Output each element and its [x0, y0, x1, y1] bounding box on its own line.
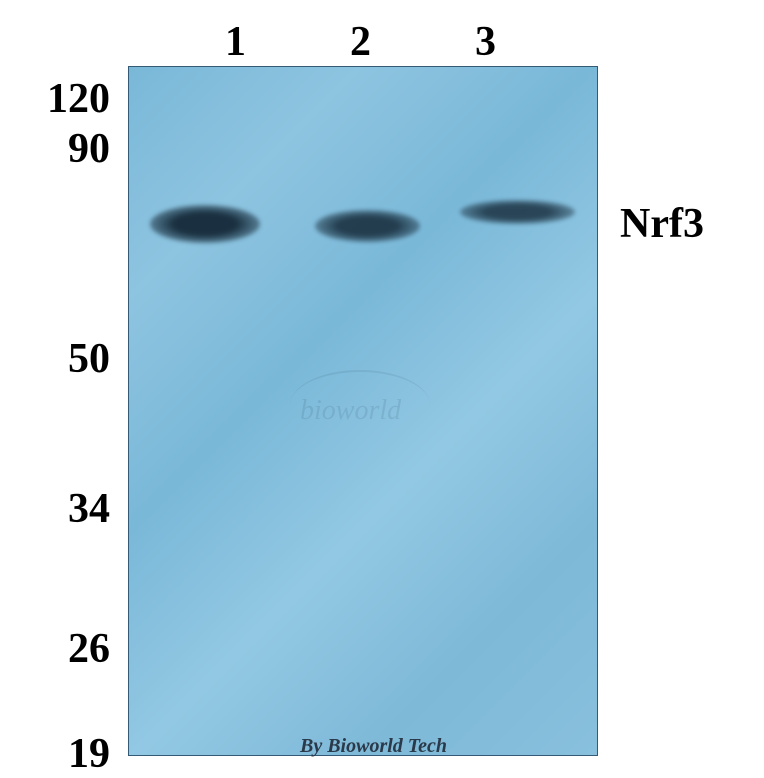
mw-marker-90: 90	[68, 125, 110, 173]
mw-marker-26: 26	[68, 625, 110, 673]
mw-marker-120: 120	[47, 75, 110, 123]
watermark-text: bioworld	[300, 395, 401, 427]
protein-band-lane-2	[315, 210, 420, 242]
lane-label-1: 1	[225, 18, 246, 66]
target-protein-label: Nrf3	[620, 200, 704, 248]
protein-band-lane-1	[150, 205, 260, 243]
mw-marker-34: 34	[68, 485, 110, 533]
lane-label-2: 2	[350, 18, 371, 66]
lane-label-3: 3	[475, 18, 496, 66]
mw-marker-19: 19	[68, 730, 110, 778]
mw-marker-50: 50	[68, 335, 110, 383]
attribution-text: By Bioworld Tech	[300, 735, 447, 758]
protein-band-lane-3	[460, 200, 575, 224]
western-blot-figure: bioworld 123 1209050342619 Nrf3 By Biowo…	[0, 0, 764, 764]
